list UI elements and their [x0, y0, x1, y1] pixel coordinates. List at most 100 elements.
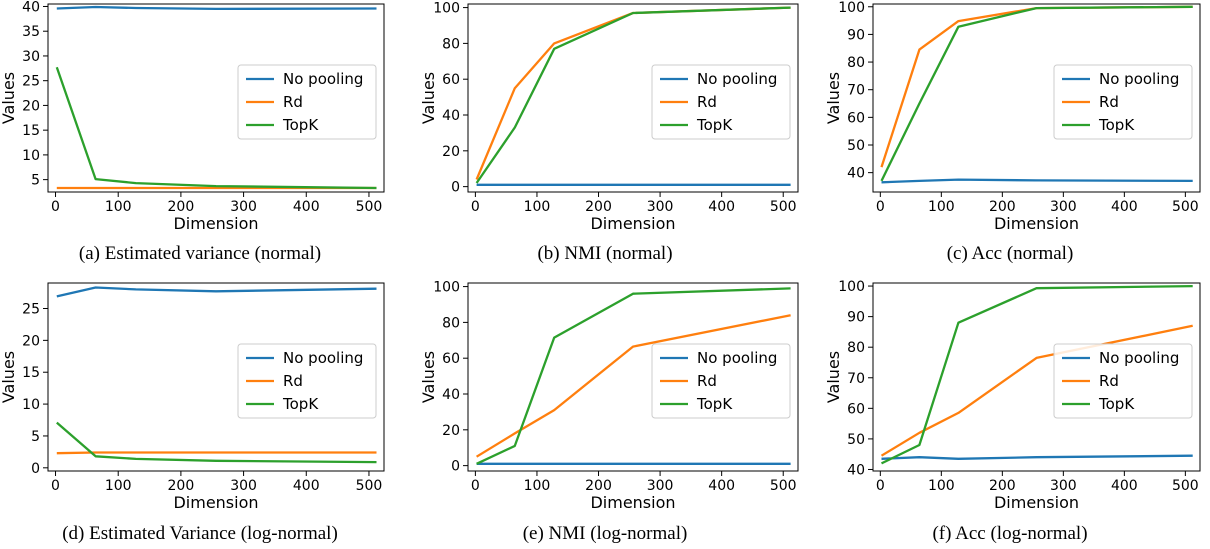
legend-label: TopK — [282, 116, 319, 134]
panel-acc-lognormal: 0 100 200 300 400 500 40 50 60 70 80 90 100 No poolin… — [824, 279, 1202, 517]
x-tick-label: 0 — [876, 199, 885, 215]
y-tick-label: 90 — [847, 310, 865, 326]
y-tick-label: 20 — [442, 423, 460, 439]
legend: No pooling Rd TopK — [651, 343, 791, 419]
x-tick-label: 400 — [293, 478, 320, 494]
y-tick-label: 100 — [838, 279, 865, 295]
y-tick-label: 40 — [442, 108, 460, 124]
caption-b: (b) NMI (normal) — [537, 243, 673, 264]
x-tick-label: 400 — [708, 199, 735, 215]
x-axis-label: Dimension — [173, 493, 258, 512]
x-tick-label: 500 — [770, 478, 797, 494]
x-tick-label: 200 — [989, 199, 1016, 215]
y-tick-label: 30 — [22, 49, 40, 65]
y-tick-label: 80 — [847, 55, 865, 71]
x-tick-label: 100 — [105, 478, 132, 494]
x-tick-label: 500 — [356, 478, 383, 494]
y-tick-label: 20 — [22, 333, 40, 349]
chart-svg: 0 100 200 300 400 500 0 5 10 15 20 25 No pooling Rd To… — [0, 282, 385, 512]
x-tick-label: 0 — [51, 478, 60, 494]
y-tick-label: 15 — [22, 365, 40, 381]
plot-frame — [47, 3, 385, 193]
y-tick-label: 60 — [847, 110, 865, 126]
x-tick-label: 400 — [1111, 478, 1138, 494]
y-tick-label: 40 — [847, 166, 865, 182]
series-line-topk — [475, 6, 791, 184]
chart-svg: 0 100 200 300 400 500 5 10 15 20 25 30 35 40 No poolin… — [0, 0, 385, 233]
legend-label: Rd — [283, 372, 303, 390]
x-tick-label: 0 — [471, 478, 480, 494]
plot-frame — [872, 282, 1201, 472]
x-tick-label: 400 — [1111, 199, 1138, 215]
plot-frame — [467, 282, 799, 472]
chart-svg: 0 100 200 300 400 500 0 20 40 60 80 100 No pooling Rd… — [419, 1, 799, 233]
y-tick-label: 5 — [31, 173, 40, 189]
chart-svg: 0 100 200 300 400 500 40 50 60 70 80 90 100 No poolin… — [824, 0, 1201, 233]
y-tick-label: 50 — [847, 138, 865, 154]
x-tick-label: 500 — [1172, 478, 1199, 494]
x-tick-label: 300 — [647, 199, 674, 215]
y-tick-label: 60 — [442, 72, 460, 88]
series-line-no-pooling — [56, 5, 377, 11]
caption-d: (d) Estimated Variance (log-normal) — [62, 523, 338, 544]
legend-label: Rd — [283, 93, 303, 111]
legend-label: Rd — [1099, 93, 1119, 111]
plot-frame — [872, 3, 1201, 193]
y-tick-label: 25 — [22, 301, 40, 317]
x-tick-label: 200 — [168, 199, 195, 215]
legend-label: TopK — [696, 116, 733, 134]
x-tick-label: 500 — [1172, 199, 1199, 215]
series-line-no-pooling — [56, 286, 377, 298]
x-axis-label: Dimension — [173, 214, 258, 233]
y-tick-label: 80 — [847, 340, 865, 356]
x-tick-label: 200 — [989, 478, 1016, 494]
y-tick-label: 35 — [22, 24, 40, 40]
series-line-topk — [56, 421, 377, 464]
x-axis-label: Dimension — [590, 493, 675, 512]
y-tick-label: 100 — [433, 1, 460, 17]
x-tick-label: 100 — [928, 478, 955, 494]
legend: No pooling Rd TopK — [1053, 64, 1193, 140]
y-tick-label: 90 — [847, 27, 865, 43]
series-line-topk — [476, 287, 791, 465]
x-axis-label: Dimension — [590, 214, 675, 233]
x-tick-label: 100 — [524, 199, 551, 215]
series-line-no-pooling — [881, 178, 1193, 184]
legend-label: Rd — [697, 93, 717, 111]
y-tick-label: 50 — [847, 432, 865, 448]
legend-label: TopK — [282, 395, 319, 413]
y-axis-label: Values — [419, 72, 438, 124]
legend: No pooling Rd TopK — [237, 343, 377, 419]
panel-nmi-normal: 0 100 200 300 400 500 0 20 40 60 80 100 No pooling Rd… — [419, 1, 800, 238]
chart-svg: 0 100 200 300 400 500 0 20 40 60 80 100 No pooling Rd… — [419, 280, 799, 512]
legend-label: No pooling — [1099, 70, 1179, 88]
x-tick-label: 500 — [770, 199, 797, 215]
x-tick-label: 0 — [876, 478, 885, 494]
y-tick-label: 40 — [442, 387, 460, 403]
y-axis-label: Values — [824, 72, 843, 124]
legend-label: Rd — [1099, 372, 1119, 390]
y-tick-label: 10 — [22, 397, 40, 413]
panel-estimated-variance-normal: 0 100 200 300 400 500 5 10 15 20 25 30 35 40 No poolin… — [0, 0, 386, 238]
series-line-rd — [56, 451, 377, 455]
legend-label: No pooling — [283, 70, 363, 88]
chart-svg: 0 100 200 300 400 500 40 50 60 70 80 90 100 No poolin… — [824, 279, 1201, 512]
y-tick-label: 100 — [838, 0, 865, 16]
series-line-topk — [880, 5, 1193, 182]
y-tick-label: 60 — [442, 351, 460, 367]
x-tick-label: 100 — [928, 199, 955, 215]
y-tick-label: 0 — [451, 459, 460, 475]
series-line-no-pooling — [881, 454, 1193, 460]
y-tick-label: 0 — [31, 461, 40, 477]
legend-label: No pooling — [697, 349, 777, 367]
caption-f: (f) Acc (log-normal) — [932, 523, 1088, 544]
legend-label: Rd — [697, 372, 717, 390]
x-tick-label: 300 — [647, 478, 674, 494]
panel-estimated-variance-lognormal: 0 100 200 300 400 500 0 5 10 15 20 25 No pooling Rd To… — [0, 282, 386, 517]
x-tick-label: 200 — [168, 478, 195, 494]
y-tick-label: 10 — [22, 148, 40, 164]
y-axis-label: Values — [824, 351, 843, 403]
x-tick-label: 400 — [293, 199, 320, 215]
series-line-rd — [476, 314, 791, 458]
x-tick-label: 300 — [1050, 478, 1077, 494]
